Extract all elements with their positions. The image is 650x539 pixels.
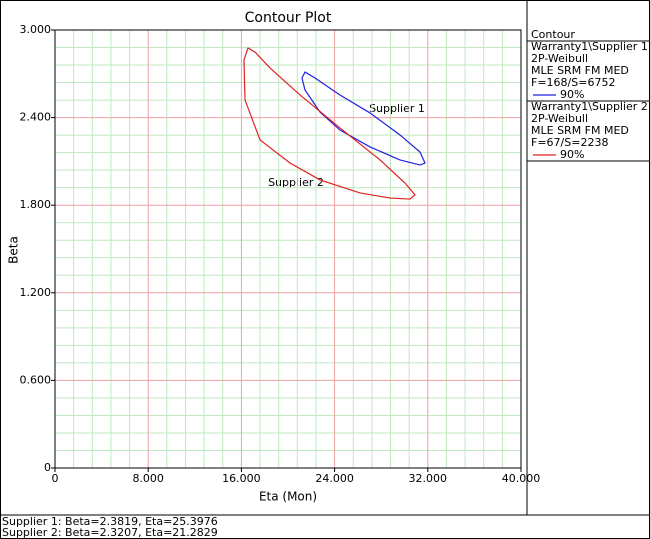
annotation: Supplier 1 xyxy=(369,102,425,115)
plot-frame xyxy=(54,29,522,469)
chart-title: Contour Plot xyxy=(245,10,332,26)
legend-entry: Warranty1\Supplier 1 xyxy=(531,40,648,53)
legend-title: Contour xyxy=(531,28,575,41)
x-tick-label: 40.000 xyxy=(502,472,541,485)
legend-detail: F=67/S=2238 xyxy=(531,136,608,149)
x-tick-label: 8.000 xyxy=(132,472,164,485)
annotation: Supplier 2 xyxy=(268,176,324,189)
x-tick-label: 16.000 xyxy=(222,472,261,485)
legend-entry: Warranty1\Supplier 2 xyxy=(531,100,648,113)
legend-level: 90% xyxy=(560,88,584,101)
y-tick-label: 2.400 xyxy=(20,111,52,124)
y-tick-label: 0 xyxy=(44,461,51,474)
footer-text: Supplier 2: Beta=2.3207, Eta=21.2829 xyxy=(2,526,218,539)
x-tick-label: 24.000 xyxy=(315,472,354,485)
contour-line xyxy=(301,71,426,166)
legend-detail: 2P-Weibull xyxy=(531,52,588,65)
y-tick-label: 3.000 xyxy=(20,23,52,36)
legend-detail: MLE SRM FM MED xyxy=(531,124,629,137)
y-axis-label: Beta xyxy=(7,236,21,264)
y-tick-label: 1.800 xyxy=(20,198,52,211)
contour-line xyxy=(243,47,416,200)
legend-detail: 2P-Weibull xyxy=(531,112,588,125)
y-tick-label: 1.200 xyxy=(20,286,52,299)
y-tick-label: 0.600 xyxy=(20,373,52,386)
legend-detail: F=168/S=6752 xyxy=(531,76,615,89)
x-tick-label: 0 xyxy=(52,472,59,485)
x-axis-label: Eta (Mon) xyxy=(259,490,317,504)
legend-detail: MLE SRM FM MED xyxy=(531,64,629,77)
x-tick-label: 32.000 xyxy=(409,472,448,485)
legend-level: 90% xyxy=(560,148,584,161)
footer-text: Supplier 1: Beta=2.3819, Eta=25.3976 xyxy=(2,515,218,528)
